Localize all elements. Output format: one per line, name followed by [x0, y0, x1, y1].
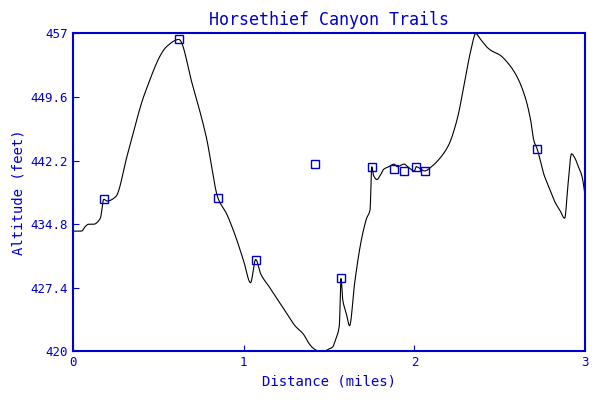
Title: Horsethief Canyon Trails: Horsethief Canyon Trails: [209, 11, 449, 29]
X-axis label: Distance (miles): Distance (miles): [262, 375, 396, 389]
Y-axis label: Altitude (feet): Altitude (feet): [11, 130, 25, 255]
